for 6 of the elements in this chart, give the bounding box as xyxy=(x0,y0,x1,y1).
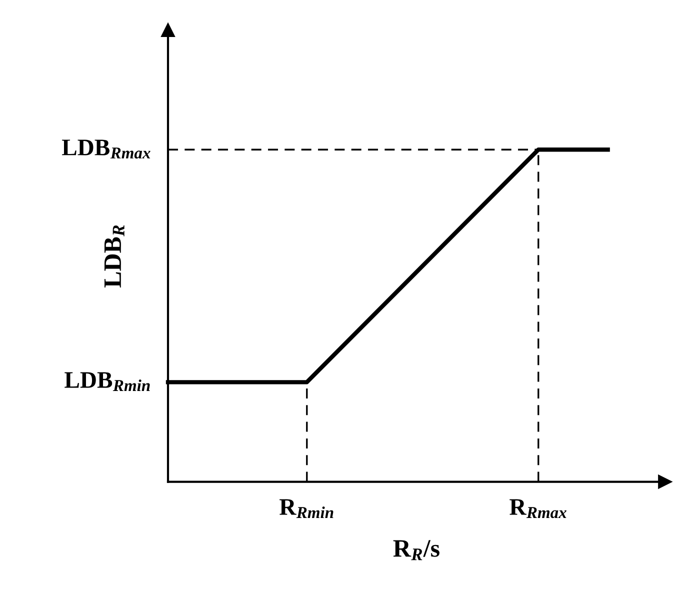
x-axis-title: R$_{R}$/s xyxy=(393,540,440,560)
x-tick-label: R$_{Rmin}$ xyxy=(280,499,334,518)
text: LDB$_{Rmax}$ xyxy=(62,140,150,159)
text: LDB$_{Rmin}$ xyxy=(64,372,150,391)
y-axis-title: LDB$_{R}$ xyxy=(104,225,124,288)
x-tick-label: R$_{Rmax}$ xyxy=(510,499,566,518)
